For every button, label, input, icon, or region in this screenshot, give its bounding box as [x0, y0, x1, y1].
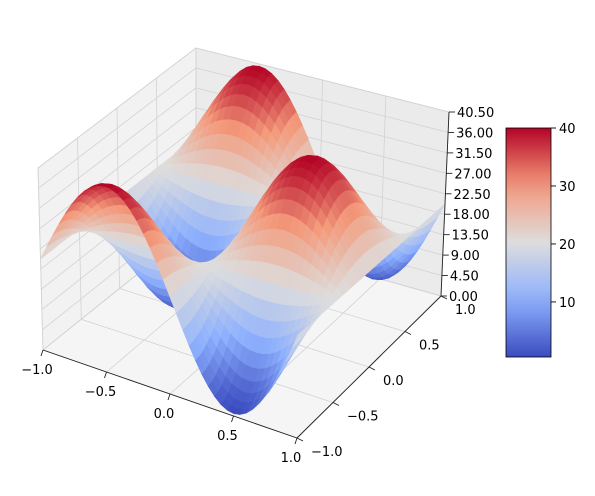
x-tick	[294, 437, 298, 445]
y-tick	[296, 437, 304, 442]
z-tick-label: 9.00	[451, 249, 480, 264]
x-tick	[231, 415, 234, 423]
z-axis-line	[440, 111, 450, 297]
y-tick-label: −0.5	[347, 410, 379, 425]
y-tick	[440, 295, 448, 300]
gridline-z	[37, 47, 450, 169]
x-tick-label: −0.5	[85, 385, 117, 400]
z-tick-label: 18.00	[453, 208, 490, 223]
y-tick	[332, 402, 340, 406]
x-tick	[40, 349, 44, 357]
gridline-z	[38, 67, 449, 189]
y-tick	[368, 366, 376, 371]
z-tick-label: 27.00	[454, 167, 491, 182]
y-tick-label: −1.0	[311, 445, 343, 460]
gridline-z	[38, 87, 448, 209]
surface-plot	[40, 65, 446, 415]
z-tick-label: 36.00	[456, 126, 493, 141]
z-tick-label: 4.50	[450, 270, 479, 285]
y-tick-label: 1.0	[455, 303, 476, 318]
y-tick-label: 0.5	[419, 339, 440, 354]
x-tick-label: −1.0	[21, 363, 53, 378]
z-tick-label: 0.00	[449, 290, 478, 305]
axes-lines	[40, 111, 455, 445]
z-tick-label: 31.50	[455, 147, 492, 162]
y-tick-label: 0.0	[383, 374, 404, 389]
z-tick-label: 13.50	[452, 229, 489, 244]
x-tick-label: 0.5	[217, 429, 238, 444]
colorbar-tick-label: 10	[559, 296, 576, 311]
y-tick	[404, 331, 412, 335]
x-tick	[167, 393, 171, 401]
tick-labels: −1.0−0.50.00.51.0 −1.0−0.50.00.51.00.004.…	[21, 106, 494, 466]
colorbar-tick-label: 30	[559, 180, 576, 195]
x-tick	[104, 371, 107, 379]
colorbar: 10 20 30 40	[505, 122, 576, 358]
x-tick-label: 1.0	[281, 451, 302, 466]
z-tick-label: 22.50	[453, 188, 490, 203]
surface-patch	[291, 330, 303, 349]
x-tick-label: 0.0	[154, 407, 175, 422]
colorbar-tick-label: 20	[559, 238, 576, 253]
z-tick-label: 40.50	[457, 106, 494, 121]
colorbar-bar	[505, 127, 552, 358]
colorbar-tick-label: 40	[559, 122, 576, 137]
